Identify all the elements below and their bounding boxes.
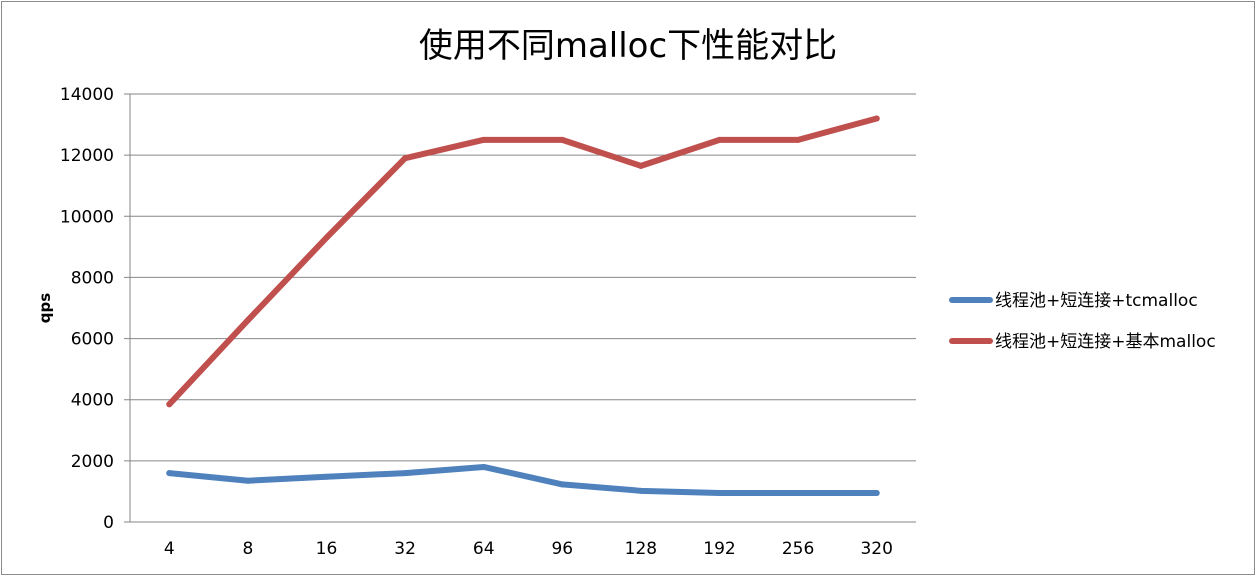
data-point <box>402 155 409 162</box>
x-axis-ticks: 4 8 16 32 64 96 128 192 256 320 <box>164 539 893 559</box>
y-tick-label: 8000 <box>71 268 114 288</box>
y-tick-label: 10000 <box>60 207 114 227</box>
data-point <box>795 489 802 496</box>
x-tick-label: 64 <box>473 539 495 559</box>
y-axis-label: qps <box>36 293 54 323</box>
legend: 线程池+短连接+tcmalloc 线程池+短连接+基本malloc <box>949 291 1216 352</box>
x-tick-label: 96 <box>551 539 573 559</box>
series-line-1 <box>166 463 880 496</box>
series-line-2 <box>166 115 880 408</box>
data-point <box>716 136 723 143</box>
data-point <box>323 473 330 480</box>
data-point <box>480 136 487 143</box>
data-point <box>402 470 409 477</box>
x-tick-label: 32 <box>394 539 416 559</box>
data-point <box>559 481 566 488</box>
data-point <box>166 401 173 408</box>
data-point <box>637 162 644 169</box>
data-point <box>323 234 330 241</box>
data-point <box>795 136 802 143</box>
y-tick-label: 0 <box>103 513 114 533</box>
data-point <box>716 489 723 496</box>
x-tick-label: 128 <box>625 539 657 559</box>
x-tick-label: 192 <box>703 539 735 559</box>
series-lines <box>166 115 880 496</box>
x-tick-label: 320 <box>860 539 892 559</box>
data-point <box>873 489 880 496</box>
data-point <box>637 487 644 494</box>
data-point <box>559 136 566 143</box>
y-tick-label: 2000 <box>71 452 114 472</box>
gridlines <box>124 93 916 523</box>
y-tick-label: 4000 <box>71 391 114 411</box>
chart-title: 使用不同malloc下性能对比 <box>419 26 837 66</box>
data-point <box>244 317 251 324</box>
y-axis-ticks: 0 2000 4000 6000 8000 10000 12000 14000 <box>60 85 114 533</box>
data-point <box>873 115 880 122</box>
y-tick-label: 6000 <box>71 330 114 350</box>
y-tick-label: 12000 <box>60 146 114 166</box>
x-tick-label: 8 <box>242 539 253 559</box>
data-point <box>244 477 251 484</box>
legend-label: 线程池+短连接+tcmalloc <box>995 291 1198 311</box>
x-tick-label: 4 <box>164 539 175 559</box>
x-tick-label: 256 <box>782 539 814 559</box>
x-tick-label: 16 <box>316 539 338 559</box>
y-tick-label: 14000 <box>60 85 114 105</box>
data-point <box>480 463 487 470</box>
data-point <box>166 470 173 477</box>
legend-label: 线程池+短连接+基本malloc <box>995 332 1216 352</box>
